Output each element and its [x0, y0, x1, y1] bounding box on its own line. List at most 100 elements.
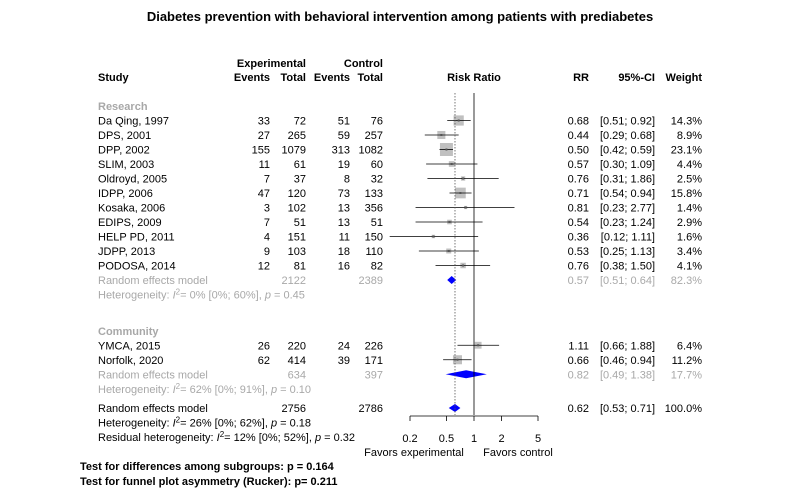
- study-row-0-1-point: [440, 134, 443, 136]
- study-row-0-5-exp-total: 120: [288, 188, 306, 200]
- study-row-0-0-weight: 14.3%: [671, 116, 702, 128]
- study-row-0-0-point: [457, 119, 460, 122]
- study-row-0-2-exp-total: 1079: [282, 145, 306, 157]
- overall-diamond: [448, 404, 461, 412]
- study-row-0-8-ctrl-events: 11: [339, 232, 350, 244]
- study-row-0-9-ctrl-events: 18: [338, 246, 350, 258]
- study-row-0-6-ctrl-events: 13: [338, 203, 350, 215]
- study-row-0-10-exp-total: 81: [294, 261, 306, 273]
- overall-ctrl-total: 2786: [359, 403, 383, 415]
- study-row-1-1-rr: 0.66: [568, 355, 589, 367]
- x-tick-label-2: 1: [471, 433, 477, 445]
- study-row-0-3-name: SLIM, 2003: [98, 159, 154, 171]
- header-control: Control: [344, 58, 383, 70]
- study-row-0-10-point: [462, 264, 465, 267]
- study-row-0-5-ci: [0.54; 0.94]: [600, 188, 655, 200]
- study-row-0-8-weight: 1.6%: [677, 232, 702, 244]
- study-row-0-10-rr: 0.76: [568, 261, 589, 273]
- study-row-0-1-ci: [0.29; 0.68]: [600, 130, 655, 142]
- overall-rr: 0.62: [568, 403, 589, 415]
- pooled-0-rr: 0.57: [568, 275, 589, 287]
- study-row-0-0-ctrl-events: 51: [338, 116, 350, 128]
- header-exp-total: Total: [281, 72, 306, 84]
- study-row-0-0-exp-events: 33: [258, 116, 270, 128]
- study-row-0-8-point: [432, 235, 435, 238]
- study-row-0-2-ctrl-total: 1082: [359, 145, 383, 157]
- study-row-0-8-ctrl-total: 150: [365, 232, 383, 244]
- study-row-0-7-ctrl-total: 51: [371, 217, 383, 229]
- overall-exp-total: 2756: [282, 403, 306, 415]
- study-row-0-9-exp-events: 9: [264, 246, 270, 258]
- subgroup-label-community: Community: [98, 326, 159, 338]
- overall-heterogeneity: Heterogeneity: I2= 26% [0%; 62%], p = 0.…: [98, 416, 311, 430]
- study-row-0-4-point: [462, 177, 465, 180]
- study-row-0-9-ci: [0.25; 1.13]: [600, 246, 655, 258]
- study-row-0-8-ci: [0.12; 1.11]: [601, 232, 655, 244]
- study-row-0-9-rr: 0.53: [568, 246, 589, 258]
- study-row-0-8-rr: 0.36: [568, 232, 589, 244]
- study-row-0-2-name: DPP, 2002: [98, 145, 150, 157]
- heterogeneity-1: Heterogeneity: I2= 62% [0%; 91%], p = 0.…: [98, 382, 311, 396]
- study-row-0-8-exp-total: 151: [288, 232, 306, 244]
- study-row-0-6-ci: [0.23; 2.77]: [600, 203, 655, 215]
- x-tick-label-0: 0.2: [402, 433, 417, 445]
- pooled-0-ci: [0.51; 0.64]: [600, 275, 655, 287]
- study-row-0-1-ctrl-events: 59: [338, 130, 350, 142]
- study-row-0-9-name: JDPP, 2013: [98, 246, 155, 258]
- study-row-0-2-rr: 0.50: [568, 145, 589, 157]
- study-row-0-1-exp-events: 27: [258, 130, 270, 142]
- x-tick-label-4: 5: [535, 433, 541, 445]
- residual-heterogeneity: Residual heterogeneity: I2= 12% [0%; 52%…: [98, 430, 355, 444]
- header-weight: Weight: [666, 72, 703, 84]
- study-row-0-3-ctrl-total: 60: [371, 159, 383, 171]
- study-row-0-7-name: EDIPS, 2009: [98, 217, 162, 229]
- study-row-0-3-rr: 0.57: [568, 159, 589, 171]
- study-row-1-0-exp-total: 220: [288, 340, 306, 352]
- study-row-0-1-weight: 8.9%: [677, 130, 702, 142]
- study-row-0-3-ctrl-events: 19: [338, 159, 350, 171]
- favors-control-label: Favors control: [483, 447, 553, 459]
- pooled-1-rr: 0.82: [568, 369, 589, 381]
- study-row-0-10-weight: 4.1%: [677, 261, 702, 273]
- study-row-0-7-ci: [0.23; 1.24]: [600, 217, 655, 229]
- study-row-0-6-rr: 0.81: [568, 203, 589, 215]
- pooled-1-label: Random effects model: [98, 369, 208, 381]
- study-row-0-8-exp-events: 4: [264, 232, 270, 244]
- study-row-0-3-weight: 4.4%: [677, 159, 702, 171]
- study-row-0-6-weight: 1.4%: [677, 203, 702, 215]
- study-row-1-0-weight: 6.4%: [677, 340, 702, 352]
- study-row-0-10-name: PODOSA, 2014: [98, 261, 176, 273]
- study-row-0-0-exp-total: 72: [294, 116, 306, 128]
- study-row-1-0-ctrl-events: 24: [338, 340, 350, 352]
- study-row-0-2-ctrl-events: 313: [332, 145, 350, 157]
- x-axis: 0.2 0.5 1 2 5: [402, 415, 541, 445]
- study-row-0-8-name: HELP PD, 2011: [98, 232, 175, 244]
- study-row-0-6-exp-events: 3: [264, 203, 270, 215]
- study-row-0-7-weight: 2.9%: [677, 217, 702, 229]
- study-row-0-9-ctrl-total: 110: [365, 246, 383, 258]
- study-row-0-7-point: [448, 221, 451, 223]
- pooled-1-weight: 17.7%: [671, 369, 702, 381]
- favors-experimental-label: Favors experimental: [364, 447, 464, 459]
- study-row-0-1-name: DPS, 2001: [98, 130, 151, 142]
- study-row-0-5-rr: 0.71: [568, 188, 589, 200]
- study-row-1-1-ci: [0.46; 0.94]: [600, 355, 655, 367]
- pooled-diamond-0: [447, 276, 457, 284]
- study-row-1-1-ctrl-total: 171: [365, 355, 383, 367]
- study-row-0-4-ctrl-events: 8: [344, 174, 350, 186]
- pooled-1-ci: [0.49; 1.38]: [600, 369, 655, 381]
- header-study: Study: [98, 72, 129, 84]
- pooled-diamond-1: [445, 370, 487, 379]
- study-row-1-1-weight: 11.2%: [672, 355, 703, 367]
- header-rr: RR: [573, 72, 589, 84]
- x-tick-label-1: 0.5: [439, 433, 454, 445]
- study-row-0-5-ctrl-events: 73: [338, 188, 350, 200]
- overall-ci: [0.53; 0.71]: [600, 403, 655, 415]
- study-row-1-1-name: Norfolk, 2020: [98, 355, 163, 367]
- study-row-0-4-ctrl-total: 32: [371, 174, 383, 186]
- study-row-1-1-exp-total: 414: [288, 355, 306, 367]
- study-row-0-7-exp-total: 51: [294, 217, 306, 229]
- study-row-0-6-name: Kosaka, 2006: [98, 203, 165, 215]
- study-row-0-4-ci: [0.31; 1.86]: [600, 174, 655, 186]
